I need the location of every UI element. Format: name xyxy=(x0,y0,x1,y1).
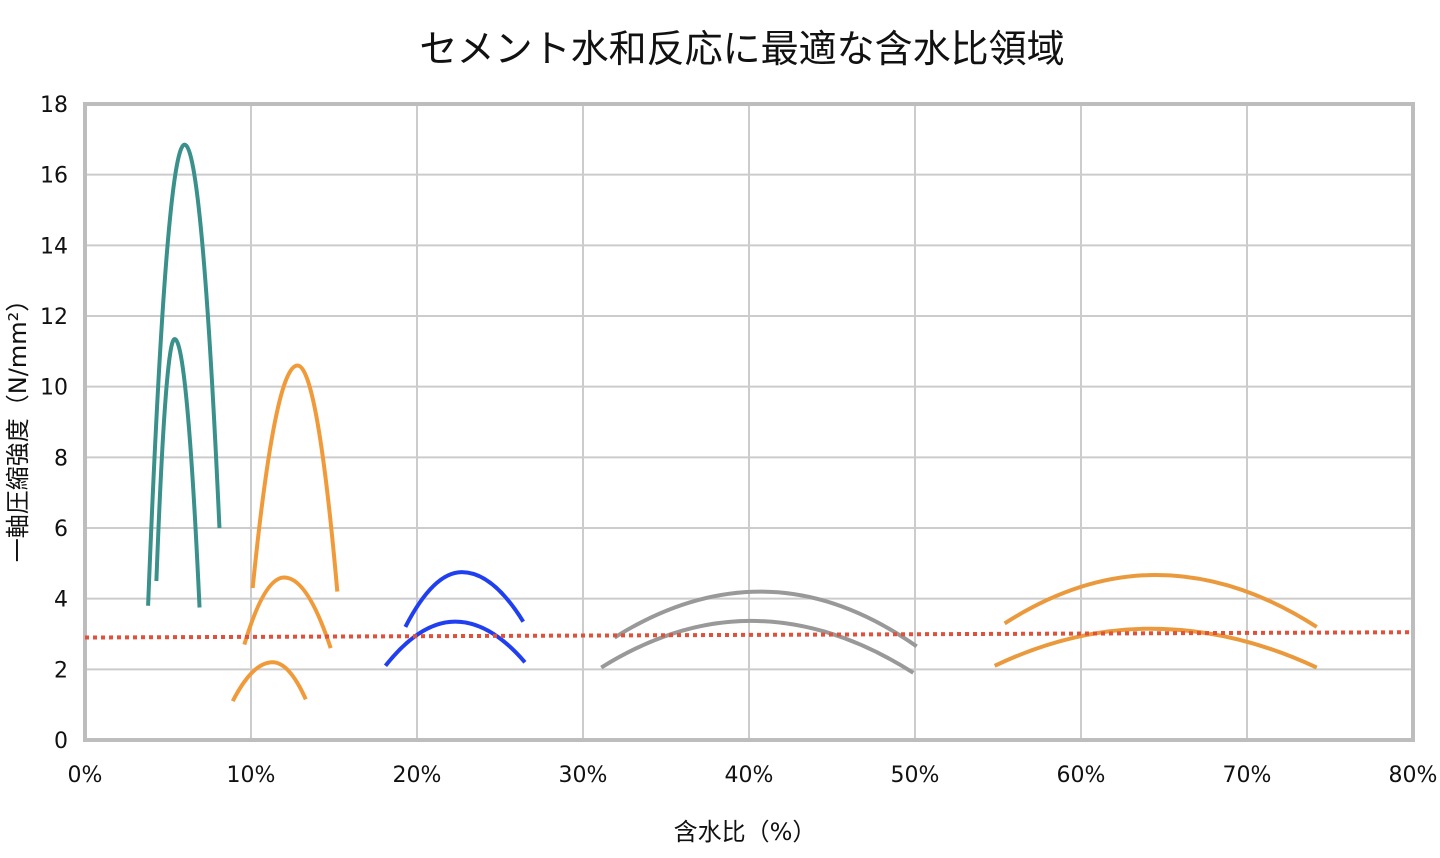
y-tick-label: 6 xyxy=(54,517,68,542)
x-tick-label: 30% xyxy=(559,763,608,788)
grid xyxy=(83,102,1415,742)
y-tick-label: 10 xyxy=(40,376,68,401)
y-tick-label: 8 xyxy=(54,446,68,471)
series-curve-gray-high xyxy=(613,589,918,649)
x-tick-label: 50% xyxy=(891,763,940,788)
y-tick-label: 0 xyxy=(54,729,68,754)
x-axis-label: 含水比（%） xyxy=(674,818,817,846)
x-tick-label: 10% xyxy=(227,763,276,788)
y-tick-label: 18 xyxy=(40,93,68,118)
x-tick-label: 20% xyxy=(393,763,442,788)
chart-title: セメント水和反応に最適な含水比領域 xyxy=(419,27,1064,71)
series-curve-teal-low xyxy=(154,336,202,608)
series-curve-gray-low xyxy=(600,618,915,675)
series-curve-blue-low xyxy=(383,619,527,668)
x-tick-label: 80% xyxy=(1389,763,1438,788)
reference-line-threshold xyxy=(84,630,1414,640)
x-tick-label: 60% xyxy=(1057,763,1106,788)
y-tick-label: 2 xyxy=(54,658,68,683)
y-axis-ticks: 0 2 4 6 8 10 12 14 16 18 xyxy=(40,93,68,754)
x-axis-ticks: 0% 10% 20% 30% 40% 50% 60% 70% 80% xyxy=(68,763,1438,788)
series-curve-teal-high xyxy=(146,142,222,606)
x-tick-label: 40% xyxy=(725,763,774,788)
series-curve-orange-b-low xyxy=(993,626,1318,670)
plot-frame xyxy=(83,102,1415,742)
y-tick-label: 16 xyxy=(40,164,68,189)
y-tick-label: 4 xyxy=(54,588,68,613)
x-tick-label: 70% xyxy=(1223,763,1272,788)
series-curve-orange-a-high xyxy=(250,363,340,592)
y-tick-label: 12 xyxy=(40,305,68,330)
x-tick-label: 0% xyxy=(68,763,103,788)
y-tick-label: 14 xyxy=(40,234,68,259)
y-axis-label: 一軸圧縮強度（N/mm²） xyxy=(4,288,32,562)
series-curve-orange-a-low xyxy=(230,660,308,703)
series-curve-orange-a-mid xyxy=(242,575,333,649)
series-curve-blue-high xyxy=(403,570,525,628)
series-group xyxy=(84,142,1414,703)
series-curve-orange-b-high xyxy=(1003,572,1318,629)
